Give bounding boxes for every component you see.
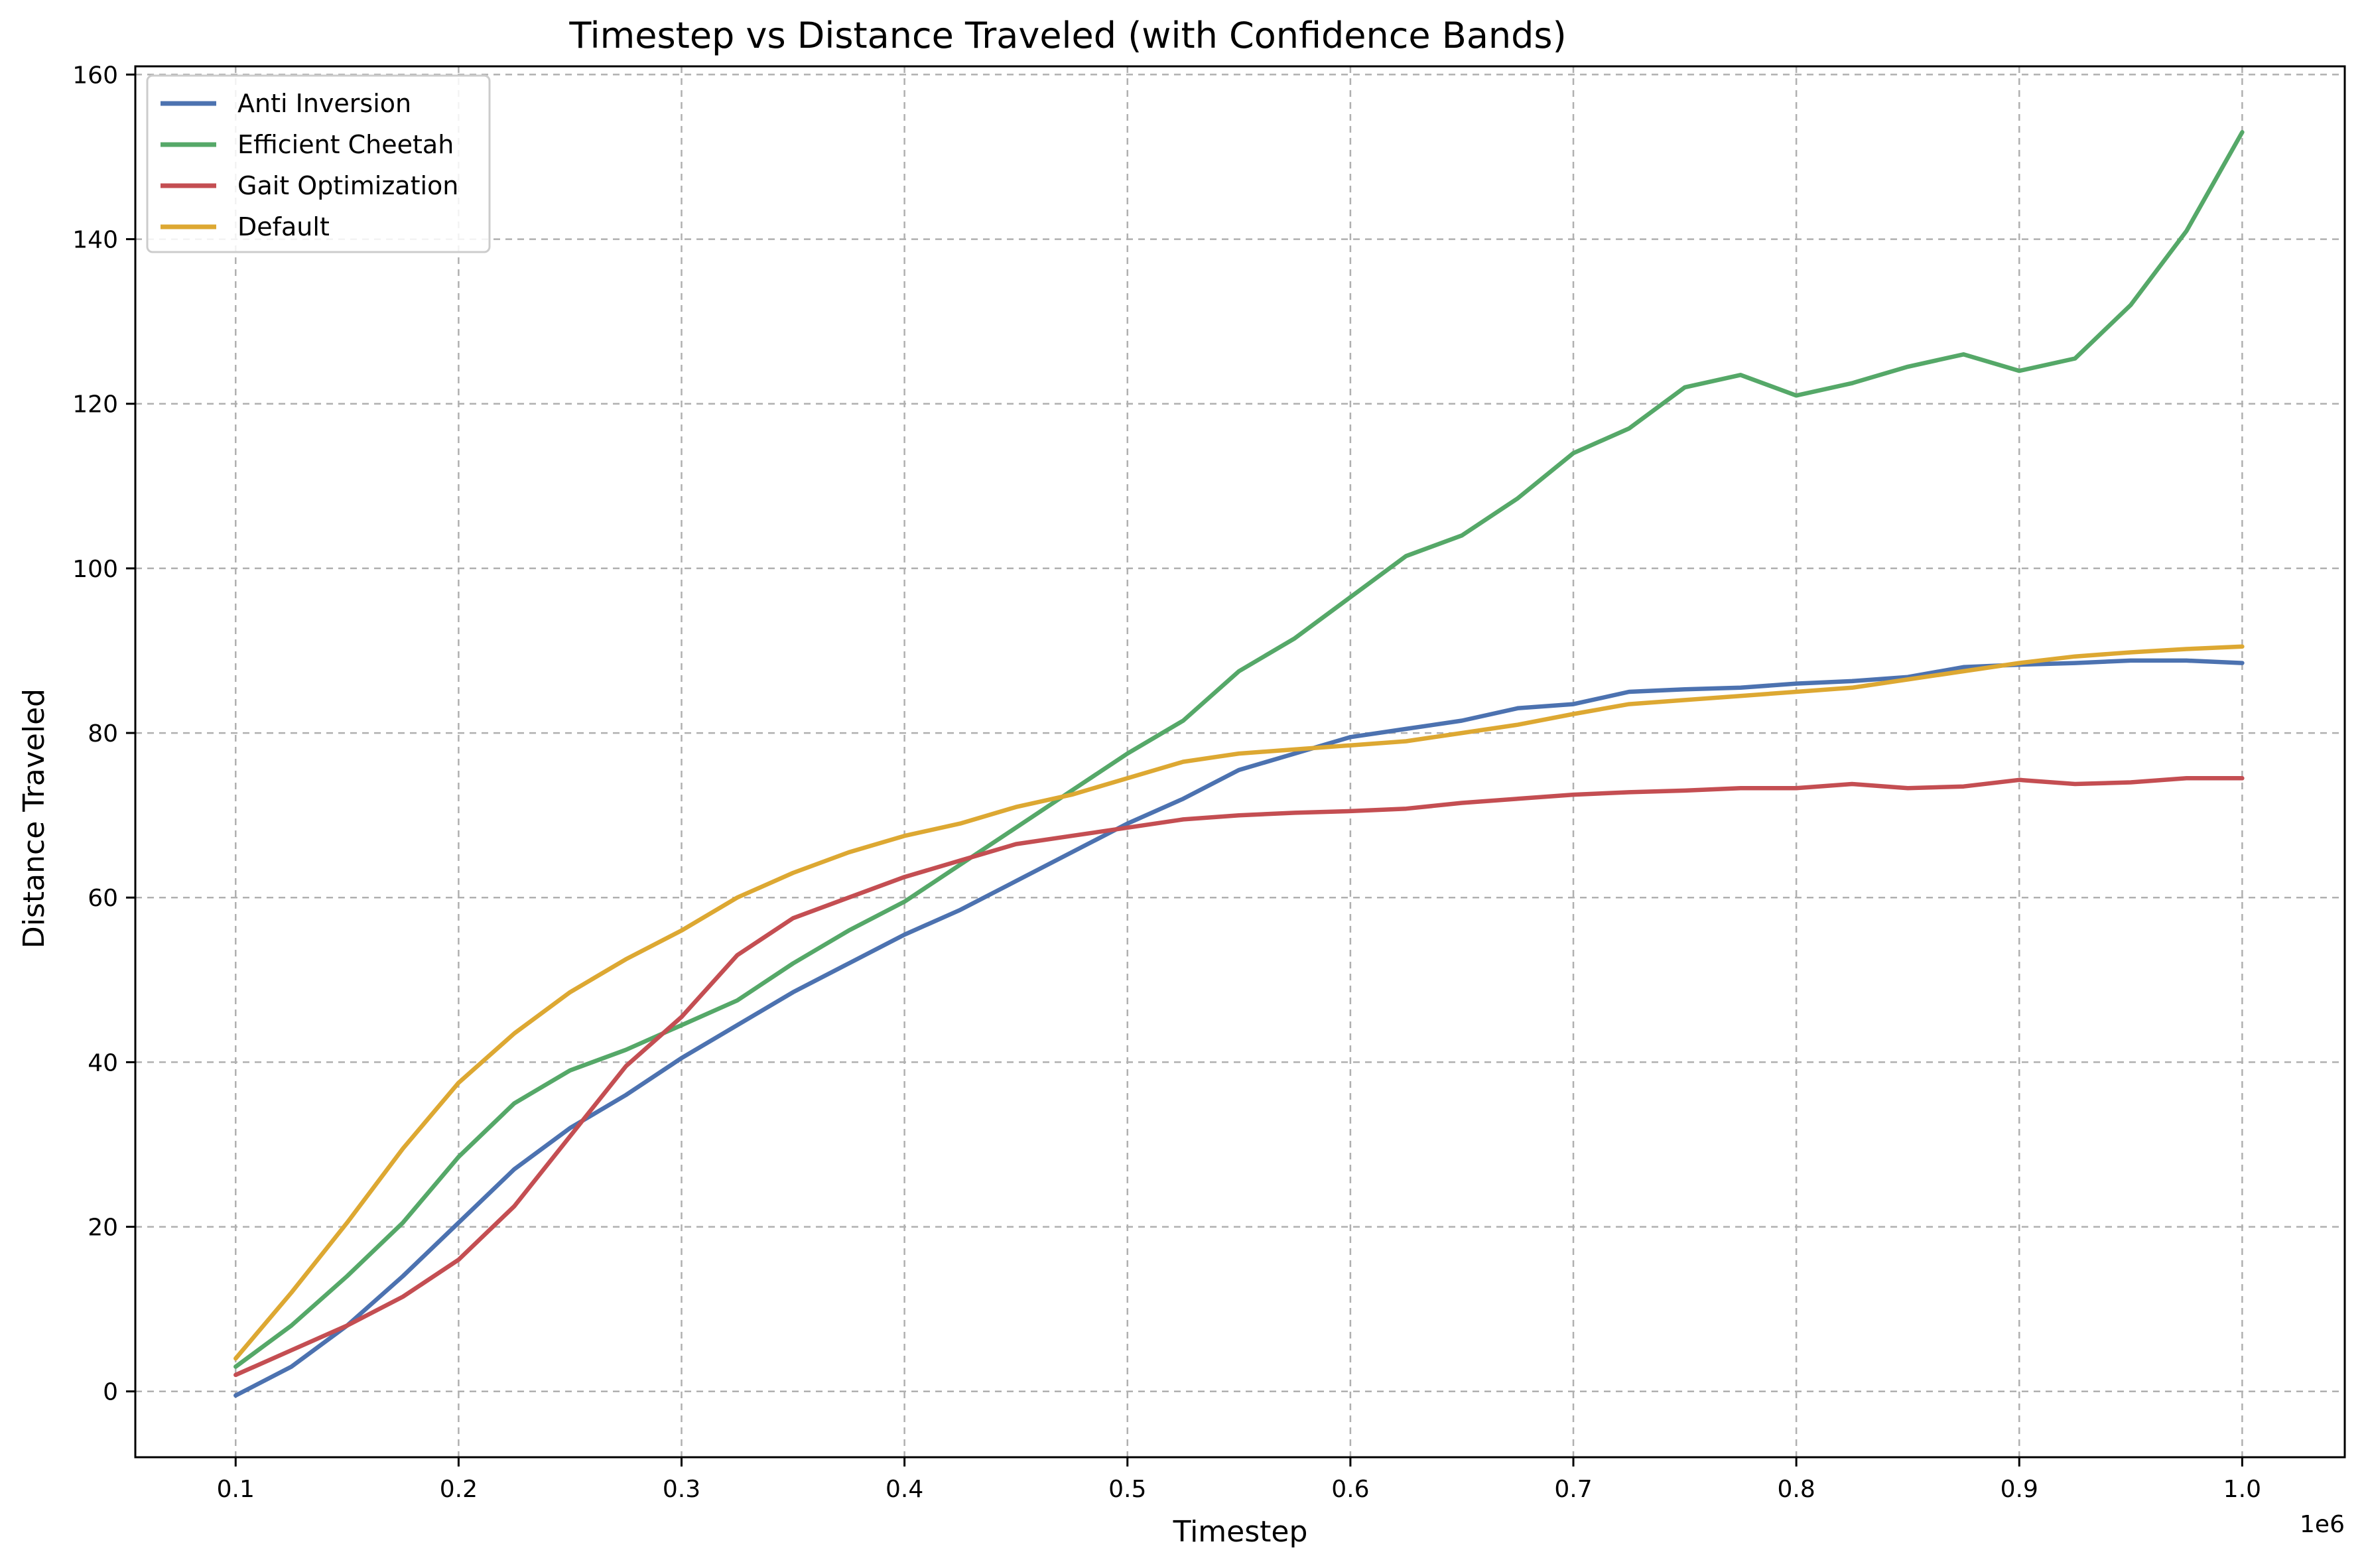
- legend: Anti Inversion Efficient Cheetah Gait Opti…: [146, 74, 491, 253]
- x-tick-label: 0.8: [1777, 1476, 1815, 1503]
- y-tick-label: 140: [72, 227, 118, 254]
- grid: [135, 66, 2345, 1457]
- x-axis-label: Timestep: [1173, 1515, 1308, 1549]
- y-tick-label: 100: [72, 556, 118, 583]
- y-tick-label: 60: [88, 885, 118, 912]
- y-tick-label: 0: [103, 1379, 118, 1406]
- x-tick-label: 0.3: [663, 1476, 700, 1503]
- x-tick-label: 1.0: [2223, 1476, 2261, 1503]
- legend-box: [146, 74, 491, 253]
- x-tick-label: 0.6: [1331, 1476, 1369, 1503]
- axes: [134, 65, 2346, 1459]
- y-tick-label: 80: [88, 720, 118, 748]
- x-tick-label: 0.5: [1108, 1476, 1146, 1503]
- legend-label: Efficient Cheetah: [237, 130, 454, 159]
- series-line-gait-optimization: [233, 776, 2245, 1378]
- x-tick-label: 0.4: [886, 1476, 923, 1503]
- x-tick-label: 0.2: [440, 1476, 478, 1503]
- x-axis-offset-label: 1e6: [2300, 1511, 2345, 1538]
- series-line-default: [233, 644, 2245, 1361]
- x-tick-label: 0.9: [2001, 1476, 2038, 1503]
- legend-label: Default: [237, 212, 330, 241]
- series-line-efficient-cheetah: [233, 130, 2245, 1369]
- x-tick-label: 0.7: [1554, 1476, 1592, 1503]
- y-tick-label: 20: [88, 1214, 118, 1242]
- legend-label: Anti Inversion: [237, 89, 411, 118]
- y-tick-label: 160: [72, 62, 118, 89]
- y-axis-label: Distance Traveled: [17, 688, 51, 948]
- y-tick-label: 40: [88, 1049, 118, 1077]
- ticks: 0.1 0.2 0.3 0.4 0.5 0.6 0.7 0.8 0.9 1.0 0 20 40 60 80 1…: [72, 62, 2261, 1503]
- x-tick-label: 0.1: [217, 1476, 255, 1503]
- series-line-anti-inversion: [233, 658, 2245, 1398]
- series-layer: [233, 130, 2245, 1398]
- chart-title: Timestep vs Distance Traveled (with Conf…: [568, 15, 1566, 56]
- y-tick-label: 120: [72, 391, 118, 419]
- legend-label: Gait Optimization: [237, 171, 458, 200]
- plot-frame: [134, 65, 2346, 1459]
